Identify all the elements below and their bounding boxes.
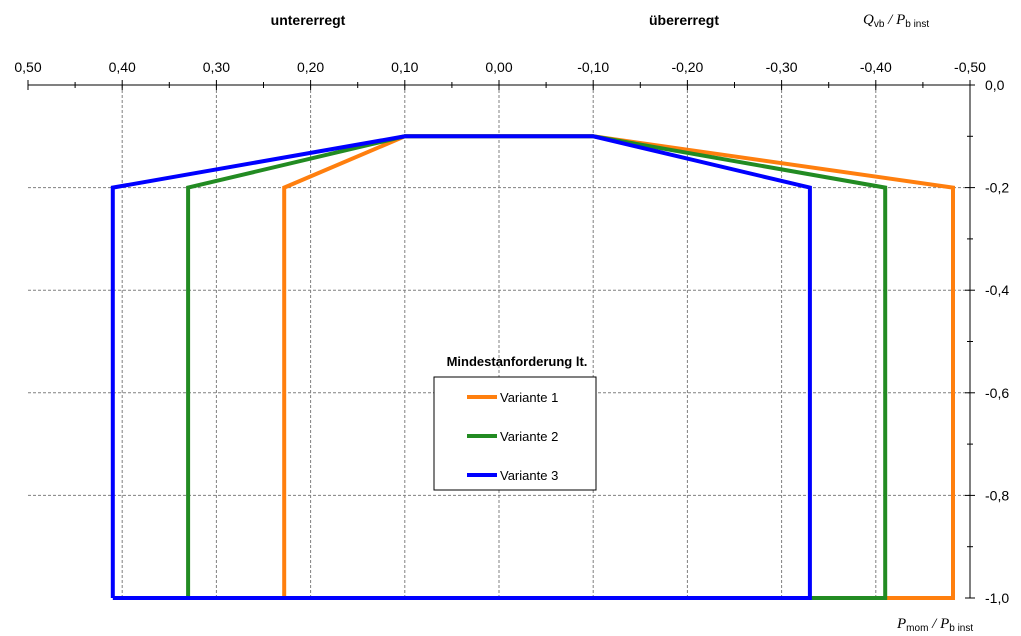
region-label-overexcited: übererregt [649, 12, 719, 28]
y-tick-label: -0,2 [985, 180, 1009, 196]
x-axis-title-pb-sub: b inst [949, 623, 973, 634]
y-axis-title-q: Q [863, 12, 874, 28]
y-tick-label: -0,8 [985, 487, 1009, 503]
legend-box [433, 376, 597, 491]
legend-entries: Variante 1 Variante 2 Variante 3 [467, 390, 558, 483]
x-tick-label: 0,30 [203, 59, 230, 75]
x-tick-label: 0,20 [297, 59, 324, 75]
x-tick-label: 0,00 [485, 59, 512, 75]
series-layer [110, 134, 955, 600]
y-axis-title-slash: / [884, 12, 896, 28]
legend-label-variante-2: Variante 2 [500, 429, 558, 444]
grid-layer [28, 85, 970, 598]
x-tick-label: 0,10 [391, 59, 418, 75]
y-axis-title-p-sub: b inst [905, 19, 929, 30]
x-axis-title: Pmom / Pb inst [896, 616, 973, 634]
y-tick-label: 0,0 [985, 77, 1005, 93]
legend-label-variante-3: Variante 3 [500, 468, 558, 483]
region-label-underexcited: untererregt [271, 12, 346, 28]
axes-layer: 0,50 0,40 0,30 0,20 0,10 0,00 -0,10 -0,20 -0,30 -… [14, 59, 1009, 606]
x-axis-title-slash: / [928, 616, 940, 632]
legend-label-variante-1: Variante 1 [500, 390, 558, 405]
x-axis-title-p-sub: mom [906, 623, 928, 634]
y-tick-label: -0,6 [985, 385, 1009, 401]
y-axis-title-p: P [895, 12, 905, 28]
x-tick-label: -0,10 [577, 59, 609, 75]
y-axis-title-q-sub: vb [874, 19, 885, 30]
legend: Mindestanforderung lt. Variante 1Variant… [433, 354, 597, 491]
x-axis-title-pb: P [939, 616, 949, 632]
series-line-variante-1 [282, 134, 955, 600]
y-axis-title: Qvb / Pb inst [863, 12, 929, 30]
x-tick-label: -0,30 [766, 59, 798, 75]
legend-title: Mindestanforderung lt. [447, 354, 588, 369]
x-tick-label: -0,50 [954, 59, 986, 75]
y-tick-label: -1,0 [985, 590, 1009, 606]
x-tick-label: 0,50 [14, 59, 41, 75]
y-tick-label: -0,4 [985, 282, 1009, 298]
series-line-variante-3 [110, 134, 812, 600]
x-tick-label: -0,20 [671, 59, 703, 75]
x-tick-label: 0,40 [109, 59, 136, 75]
x-tick-label: -0,40 [860, 59, 892, 75]
x-axis-title-p: P [896, 616, 906, 632]
